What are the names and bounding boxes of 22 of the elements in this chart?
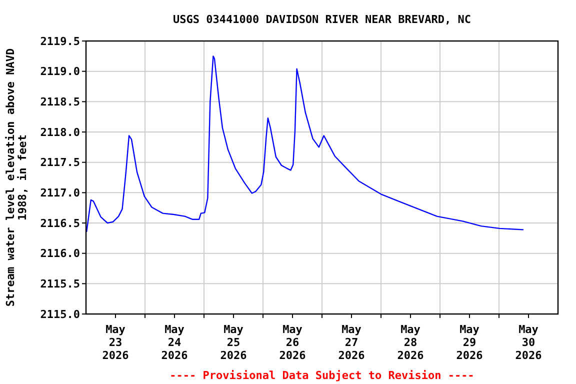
x-tick-label: May 26 2026 xyxy=(279,323,306,362)
y-tick-label: 2117.5 xyxy=(40,156,80,170)
text: ---- Provisional Data Subject to Revision ---- xyxy=(170,369,474,382)
y-tick-label: 2119.0 xyxy=(40,65,80,78)
x-tick-label: May 27 2026 xyxy=(338,323,366,362)
x-tick-label: May 30 2026 xyxy=(515,323,542,362)
y-tick-label: 2115.0 xyxy=(40,308,80,321)
line-series xyxy=(86,56,524,232)
y-tick-label: 2116.5 xyxy=(40,216,80,230)
chart-title: USGS 03441000 DAVIDSON RIVER NEAR BREVARD, NC xyxy=(172,13,472,26)
y-tick-label: 2118.5 xyxy=(40,96,80,109)
y-tick-label: 2118.0 xyxy=(40,126,80,139)
x-tick-label: May 23 2026 xyxy=(102,323,130,362)
x-tick-label: May 25 2026 xyxy=(220,323,248,362)
y-tick-label: 2119.5 xyxy=(40,34,80,48)
y-tick-label: 2116.0 xyxy=(40,247,80,260)
y-axis-title: Stream water level elevation above NAVD 1988, in feet xyxy=(4,48,29,307)
x-tick-label: May 24 2026 xyxy=(161,323,188,362)
x-tick-label: May 28 2026 xyxy=(397,323,424,362)
y-tick-label: 2115.5 xyxy=(40,278,80,291)
x-tick-label: May 29 2026 xyxy=(456,323,484,362)
y-tick-label: 2117.0 xyxy=(40,186,80,200)
